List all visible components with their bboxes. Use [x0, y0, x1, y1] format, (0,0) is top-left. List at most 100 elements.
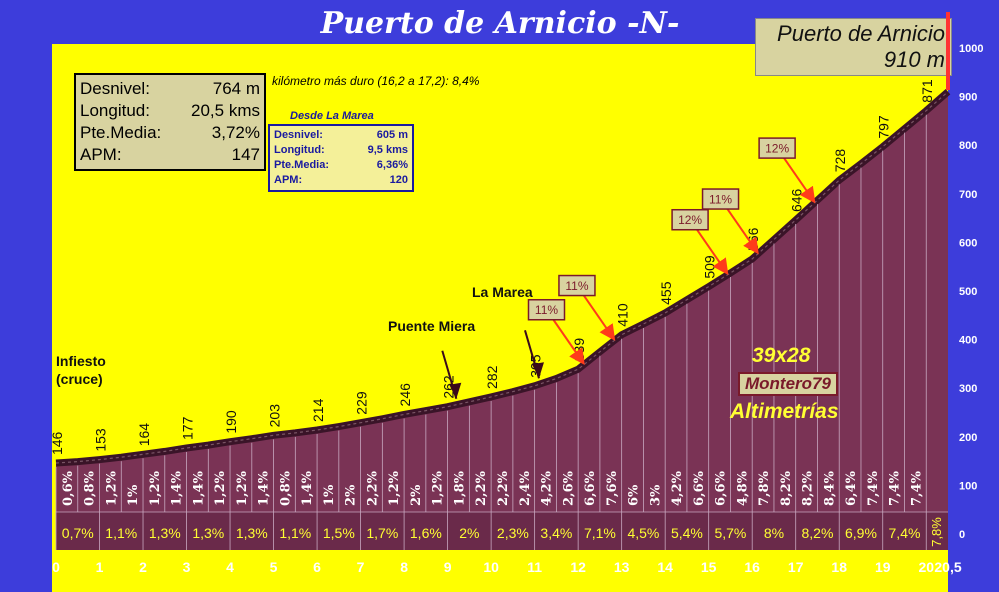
stat-label: Pte.Media: [80, 123, 162, 142]
gradient-band [56, 512, 948, 550]
half-km-gradient-label: 1% [322, 484, 337, 506]
half-km-gradient-label: 1,8% [452, 470, 467, 506]
x-tick-label: 1 [96, 559, 104, 575]
stat-row: Pte.Media: 3,72% [80, 122, 260, 144]
half-km-gradient-label: 2,2% [365, 470, 380, 506]
half-km-gradient-label: 1,2% [148, 470, 163, 506]
half-km-gradient-label: 1,4% [170, 470, 185, 506]
x-tick-label: 17 [788, 559, 804, 575]
elevation-label: 229 [354, 391, 370, 415]
y-tick-label: 400 [959, 335, 977, 347]
last-gradient-label: 7,8% [929, 517, 944, 547]
gearing-label: 39x28 [752, 344, 811, 367]
summit-altitude: 910 m [883, 47, 945, 72]
place-label-puente-miera: Puente Miera [388, 318, 476, 334]
half-km-gradient-label: 8,2% [779, 470, 794, 506]
stat-value: 120 [389, 174, 408, 186]
x-tick-label: 8 [400, 559, 408, 575]
x-tick-label: 16 [744, 559, 760, 575]
half-km-gradient-label: 2,6% [561, 470, 576, 506]
stat-row: Pte.Media: 6,36% [274, 158, 408, 173]
y-tick-label: 900 [959, 92, 977, 104]
y-tick-label: 1000 [959, 43, 983, 55]
half-km-gradient-label: 6,4% [844, 470, 859, 506]
stat-value: 20,5 kms [191, 101, 260, 120]
x-tick-label: 3 [183, 559, 191, 575]
km-gradient-label: 0,7% [62, 525, 94, 541]
elevation-label: 797 [876, 115, 892, 139]
x-tick-label: 10 [483, 559, 499, 575]
half-km-gradient-label: 2,4% [518, 470, 533, 506]
km-gradient-label: 2% [459, 525, 479, 541]
half-km-gradient-label: 2,2% [496, 470, 511, 506]
steep-label: 12% [765, 142, 789, 156]
stat-label: Longitud: [80, 101, 150, 120]
from-marea-stats-box: Desnivel: 605 m Longitud: 9,5 kms Pte.Medi… [268, 124, 414, 192]
summit-name: Puerto de Arnicio [777, 21, 945, 46]
steep-label: 12% [678, 213, 702, 227]
elevation-label: 455 [658, 281, 674, 305]
steep-label-box [701, 188, 740, 210]
x-tick-label: 7 [357, 559, 365, 575]
x-tick-label: 0 [52, 559, 60, 575]
elevation-label: 262 [441, 375, 457, 399]
stat-label: Longitud: [274, 144, 325, 156]
elevation-label: 282 [484, 365, 500, 389]
km-gradient-label: 1,6% [410, 525, 442, 541]
x-tick-label: 13 [614, 559, 630, 575]
km-gradient-label: 5,7% [714, 525, 746, 541]
elevation-label: 177 [180, 416, 196, 440]
half-km-gradient-label: 7,6% [605, 470, 620, 506]
half-km-gradient-label: 1,2% [235, 470, 250, 506]
stat-value: 764 m [212, 79, 260, 98]
half-km-gradient-label: 6% [627, 484, 642, 506]
half-km-gradient-label: 2% [344, 484, 359, 506]
half-km-gradient-label: 2,2% [474, 470, 489, 506]
elevation-label: 164 [136, 423, 152, 447]
half-km-gradient-label: 6,6% [692, 470, 707, 506]
km-gradient-label: 5,4% [671, 525, 703, 541]
x-tick-label: 15 [701, 559, 717, 575]
stat-label: Desnivel: [274, 129, 323, 141]
stat-label: APM: [80, 145, 122, 164]
x-tick-label: 14 [657, 559, 673, 575]
half-km-gradient-label: 1,2% [104, 470, 119, 506]
stat-row: APM: 147 [80, 144, 260, 166]
half-km-gradient-label: 6,6% [583, 470, 598, 506]
half-km-gradient-label: 2% [409, 484, 424, 506]
summit-box: Puerto de Arnicio 910 m [755, 18, 952, 76]
stat-value: 9,5 kms [367, 144, 408, 156]
half-km-gradient-label: 8,4% [822, 470, 837, 506]
km-gradient-label: 3,4% [540, 525, 572, 541]
half-km-gradient-label: 1,2% [431, 470, 446, 506]
y-tick-label: 700 [959, 189, 977, 201]
x-tick-label: 9 [444, 559, 452, 575]
elevation-label: 190 [223, 410, 239, 434]
author-label: Montero79 [738, 372, 838, 396]
half-km-gradient-label: 1,2% [387, 470, 402, 506]
km-gradient-label: 1,3% [192, 525, 224, 541]
x-tick-label: 2 [139, 559, 147, 575]
stat-row: APM: 120 [274, 173, 408, 188]
stat-row: Longitud: 9,5 kms [274, 143, 408, 158]
profile-road-dash [55, 91, 949, 464]
km-gradient-label: 7,1% [584, 525, 616, 541]
y-tick-label: 500 [959, 286, 977, 298]
x-tick-label: 6 [313, 559, 321, 575]
place-marker-head [531, 362, 544, 379]
chart-title: Puerto de Arnicio -N- [320, 6, 680, 41]
place-label-la-marea: La Marea [472, 284, 533, 300]
y-tick-label: 800 [959, 140, 977, 152]
elevation-label: 246 [397, 383, 413, 407]
steep-label-box [758, 137, 796, 159]
elevation-label: 410 [615, 303, 631, 327]
summit-flag-pole [946, 12, 950, 90]
half-km-gradient-label: 1,4% [300, 470, 315, 506]
elevation-label: 509 [702, 255, 718, 279]
elevation-label: 871 [919, 79, 935, 103]
stat-label: Pte.Media: [274, 159, 330, 171]
km-gradient-label: 8% [764, 525, 784, 541]
y-tick-label: 100 [959, 480, 977, 492]
km-gradient-label: 1,7% [366, 525, 398, 541]
